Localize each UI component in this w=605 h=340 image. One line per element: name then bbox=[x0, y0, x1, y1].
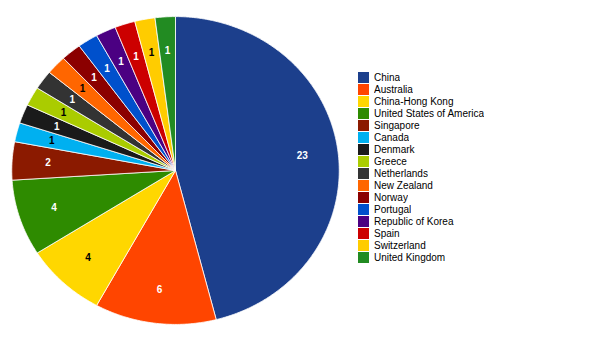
html-text:Norway: Norway bbox=[374, 191, 408, 203]
html-text:China: China bbox=[374, 71, 401, 83]
svg-text:1: 1 bbox=[104, 63, 110, 74]
svg-text:1: 1 bbox=[69, 94, 75, 105]
svg-text:4: 4 bbox=[85, 252, 91, 263]
html-text:Singapore: Singapore bbox=[374, 119, 420, 131]
html-text:New Zealand: New Zealand bbox=[374, 179, 433, 191]
html-text:Australia: Australia bbox=[374, 83, 413, 95]
html-text:Portugal: Portugal bbox=[374, 203, 412, 215]
svg-text:1: 1 bbox=[80, 83, 86, 94]
html-text:Switzerland: Switzerland bbox=[374, 239, 426, 251]
html-text:Republic of Korea: Republic of Korea bbox=[374, 215, 454, 227]
html-text:Canada: Canada bbox=[374, 131, 409, 143]
svg-text:1: 1 bbox=[54, 121, 60, 132]
svg-text:1: 1 bbox=[165, 45, 171, 56]
html-text:United States of America: United States of America bbox=[374, 107, 485, 119]
html-text:Denmark: Denmark bbox=[374, 143, 415, 155]
html-text:United Kingdom: United Kingdom bbox=[374, 251, 446, 263]
svg-text:1: 1 bbox=[118, 56, 124, 67]
svg-text:1: 1 bbox=[149, 47, 155, 58]
svg-text:1: 1 bbox=[91, 72, 97, 83]
svg-text:23: 23 bbox=[297, 150, 309, 161]
svg-text:1: 1 bbox=[49, 135, 55, 146]
svg-text:6: 6 bbox=[157, 284, 163, 295]
html-text:Greece: Greece bbox=[374, 155, 407, 167]
html-text:Spain: Spain bbox=[374, 227, 400, 239]
html-text:Netherlands: Netherlands bbox=[374, 167, 428, 179]
svg-text:1: 1 bbox=[133, 51, 139, 62]
html-text:China-Hong Kong: China-Hong Kong bbox=[374, 95, 454, 107]
svg-text:4: 4 bbox=[51, 202, 57, 213]
svg-text:1: 1 bbox=[61, 107, 67, 118]
svg-text:2: 2 bbox=[45, 157, 51, 168]
